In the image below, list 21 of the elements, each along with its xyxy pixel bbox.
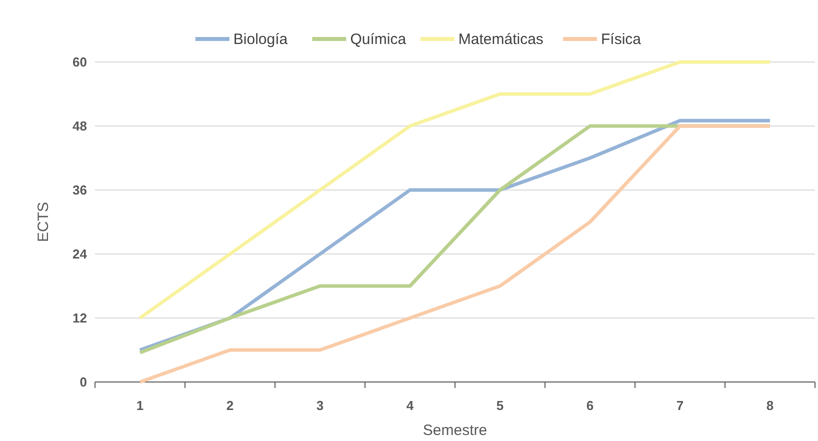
- x-tick-label: 4: [406, 398, 414, 413]
- y-tick-label: 60: [72, 54, 87, 70]
- y-tick-label: 0: [80, 374, 87, 390]
- legend-label: Química: [350, 31, 407, 48]
- x-tick-label: 6: [586, 398, 594, 413]
- x-tick-label: 2: [226, 398, 234, 413]
- y-tick-label: 12: [72, 310, 87, 326]
- x-tick-label: 8: [766, 398, 774, 413]
- x-tick-label: 5: [496, 398, 504, 413]
- y-tick-label: 48: [72, 118, 87, 134]
- x-tick-label: 3: [316, 398, 324, 413]
- y-tick-label: 24: [72, 246, 88, 262]
- line-series: [138, 60, 772, 320]
- x-tick-label: 1: [136, 398, 144, 413]
- x-axis-title: Semestre: [422, 422, 488, 439]
- legend-label: Biología: [233, 31, 288, 48]
- legend-label: Matemáticas: [458, 31, 544, 48]
- y-axis-title: ECTS: [35, 202, 52, 242]
- x-tick-label: 7: [676, 398, 684, 413]
- y-tick-label: 36: [72, 182, 87, 198]
- legend-label: Física: [601, 31, 642, 48]
